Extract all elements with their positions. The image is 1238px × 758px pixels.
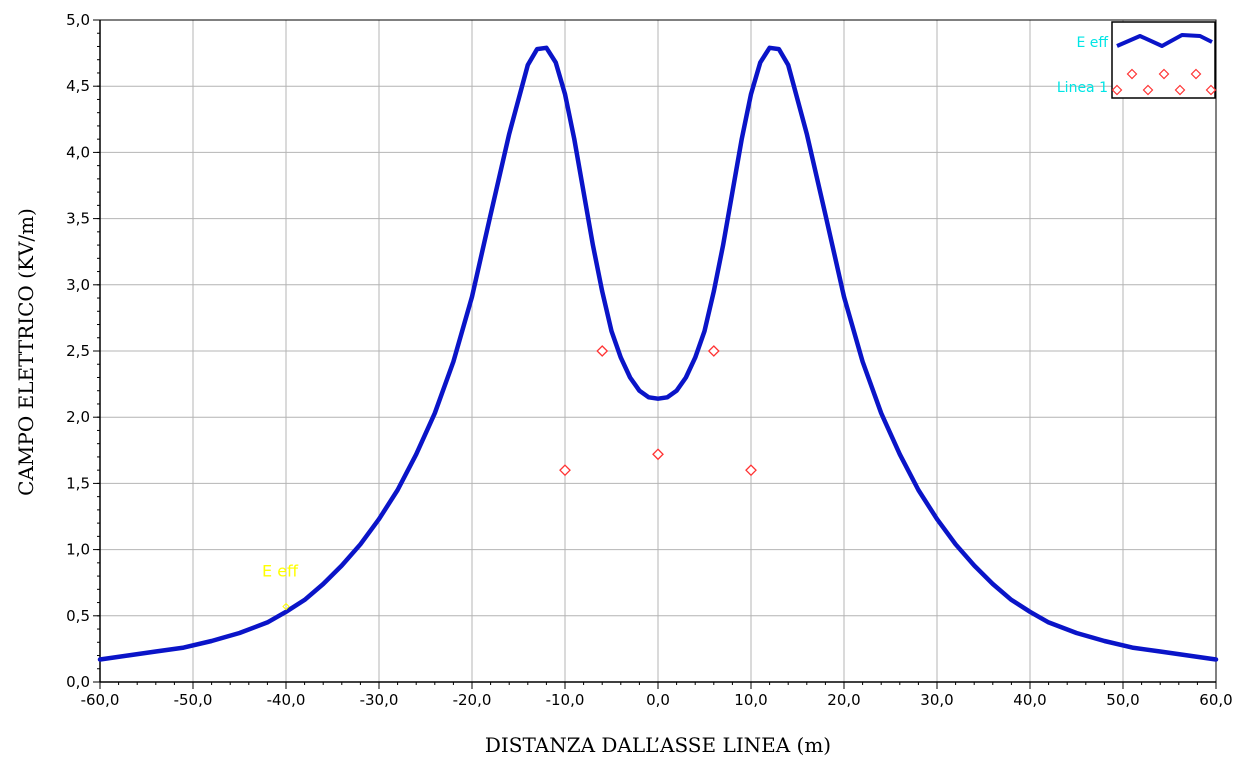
grid xyxy=(99,19,1217,683)
legend-swatch-linea-1-marker xyxy=(1142,84,1154,96)
y-tick-label-10: 5,0 xyxy=(66,11,90,29)
y-axis-title: CAMPO ELETTRICO (KV/m) xyxy=(14,208,38,496)
y-tick-label-0: 0,0 xyxy=(66,673,90,691)
y-tick-label-5: 2,5 xyxy=(66,342,90,360)
series xyxy=(97,45,1219,662)
legend: E eff Linea 1 xyxy=(1057,21,1217,99)
legend-swatch-linea-1-marker xyxy=(1205,84,1217,96)
y-tick-label-7: 3,5 xyxy=(66,210,90,228)
axes xyxy=(93,19,1217,689)
x-tick-label-1: -50,0 xyxy=(174,691,213,709)
linea-1-point-1 xyxy=(707,345,720,357)
series-line-e-eff xyxy=(97,45,1219,662)
legend-swatch-linea-1-marker xyxy=(1158,68,1170,80)
x-tick-label-9: 30,0 xyxy=(920,691,953,709)
x-tick-label-8: 20,0 xyxy=(827,691,860,709)
y-tick-label-1: 0,5 xyxy=(66,607,90,625)
legend-label-1: Linea 1 xyxy=(1057,80,1108,96)
legend-swatch-e-eff xyxy=(1116,33,1213,48)
y-tick-labels: 0,0 0,5 1,0 1,5 2,0 2,5 3,0 3,5 4,0 4,5 5,0 xyxy=(66,11,90,691)
annotation-label-0: E eff xyxy=(262,562,299,581)
x-tick-label-7: 10,0 xyxy=(734,691,767,709)
linea-1-point-0 xyxy=(596,345,609,357)
y-tick-label-8: 4,0 xyxy=(66,143,90,161)
x-tick-label-2: -40,0 xyxy=(267,691,306,709)
x-tick-labels: -60,0 -50,0 -40,0 -30,0 -20,0 -10,0 0,0 10,0 20,… xyxy=(81,691,1233,709)
y-tick-label-6: 3,0 xyxy=(66,276,90,294)
linea-1-point-2 xyxy=(559,464,571,477)
y-tick-label-3: 1,5 xyxy=(66,474,90,492)
legend-box xyxy=(1111,21,1216,99)
legend-swatch-linea-1-marker xyxy=(1126,68,1138,80)
linea-1-point-3 xyxy=(652,448,664,461)
x-axis-title: DISTANZA DALL’ASSE LINEA (m) xyxy=(485,733,831,757)
y-tick-label-4: 2,0 xyxy=(66,408,90,426)
linea-1-point-4 xyxy=(745,464,757,477)
x-tick-label-3: -30,0 xyxy=(360,691,399,709)
x-tick-label-6: 0,0 xyxy=(646,691,670,709)
legend-swatch-linea-1-marker xyxy=(1174,84,1186,96)
annotation-marker-0 xyxy=(282,602,290,611)
legend-swatch-linea-1-marker xyxy=(1111,84,1123,96)
x-tick-label-12: 60,0 xyxy=(1199,691,1232,709)
x-tick-label-5: -10,0 xyxy=(546,691,585,709)
x-tick-label-4: -20,0 xyxy=(453,691,492,709)
x-tick-label-0: -60,0 xyxy=(81,691,120,709)
legend-label-0: E eff xyxy=(1076,35,1108,51)
x-tick-label-10: 40,0 xyxy=(1013,691,1046,709)
y-tick-label-9: 4,5 xyxy=(66,77,90,95)
y-tick-label-2: 1,0 xyxy=(66,541,90,559)
annotations: E eff xyxy=(262,562,299,611)
legend-swatch-linea-1-marker xyxy=(1190,68,1202,80)
x-tick-label-11: 50,0 xyxy=(1106,691,1139,709)
